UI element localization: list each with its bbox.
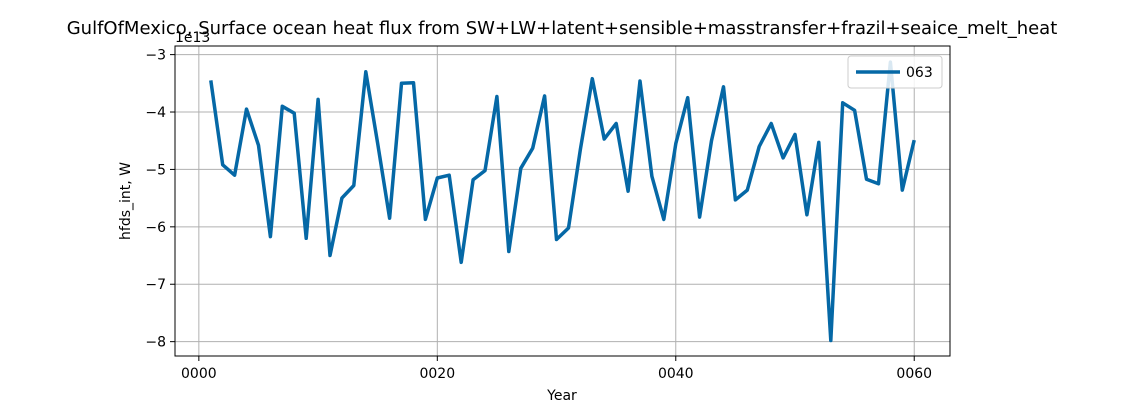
x-tick-label: 0060: [896, 366, 932, 382]
x-tick-label: 0040: [658, 366, 694, 382]
y-offset-label: 1e13: [175, 30, 210, 46]
x-axis-label: Year: [546, 388, 577, 404]
y-axis-label: hfds_int, W: [118, 162, 134, 240]
legend-label-063: 063: [906, 65, 933, 81]
x-tick-label: 0020: [419, 366, 455, 382]
y-tick-label: −4: [145, 105, 166, 121]
y-tick-label: −5: [145, 162, 166, 178]
y-tick-label: −3: [145, 48, 166, 64]
chart-title: GulfOfMexico, Surface ocean heat flux fr…: [67, 18, 1058, 39]
legend: 063: [847, 55, 943, 89]
y-tick-label: −6: [145, 220, 166, 236]
x-tick-label: 0000: [181, 366, 217, 382]
series-line-group: [209, 60, 916, 343]
axes-frame: [174, 45, 951, 357]
series-line-063: [209, 60, 916, 343]
y-tick-label: −8: [145, 335, 166, 351]
x-ticks: 0000 0020 0040 0060: [181, 356, 932, 382]
y-ticks: −8 −7 −6 −5 −4 −3: [145, 48, 175, 351]
y-tick-label: −7: [145, 277, 166, 293]
